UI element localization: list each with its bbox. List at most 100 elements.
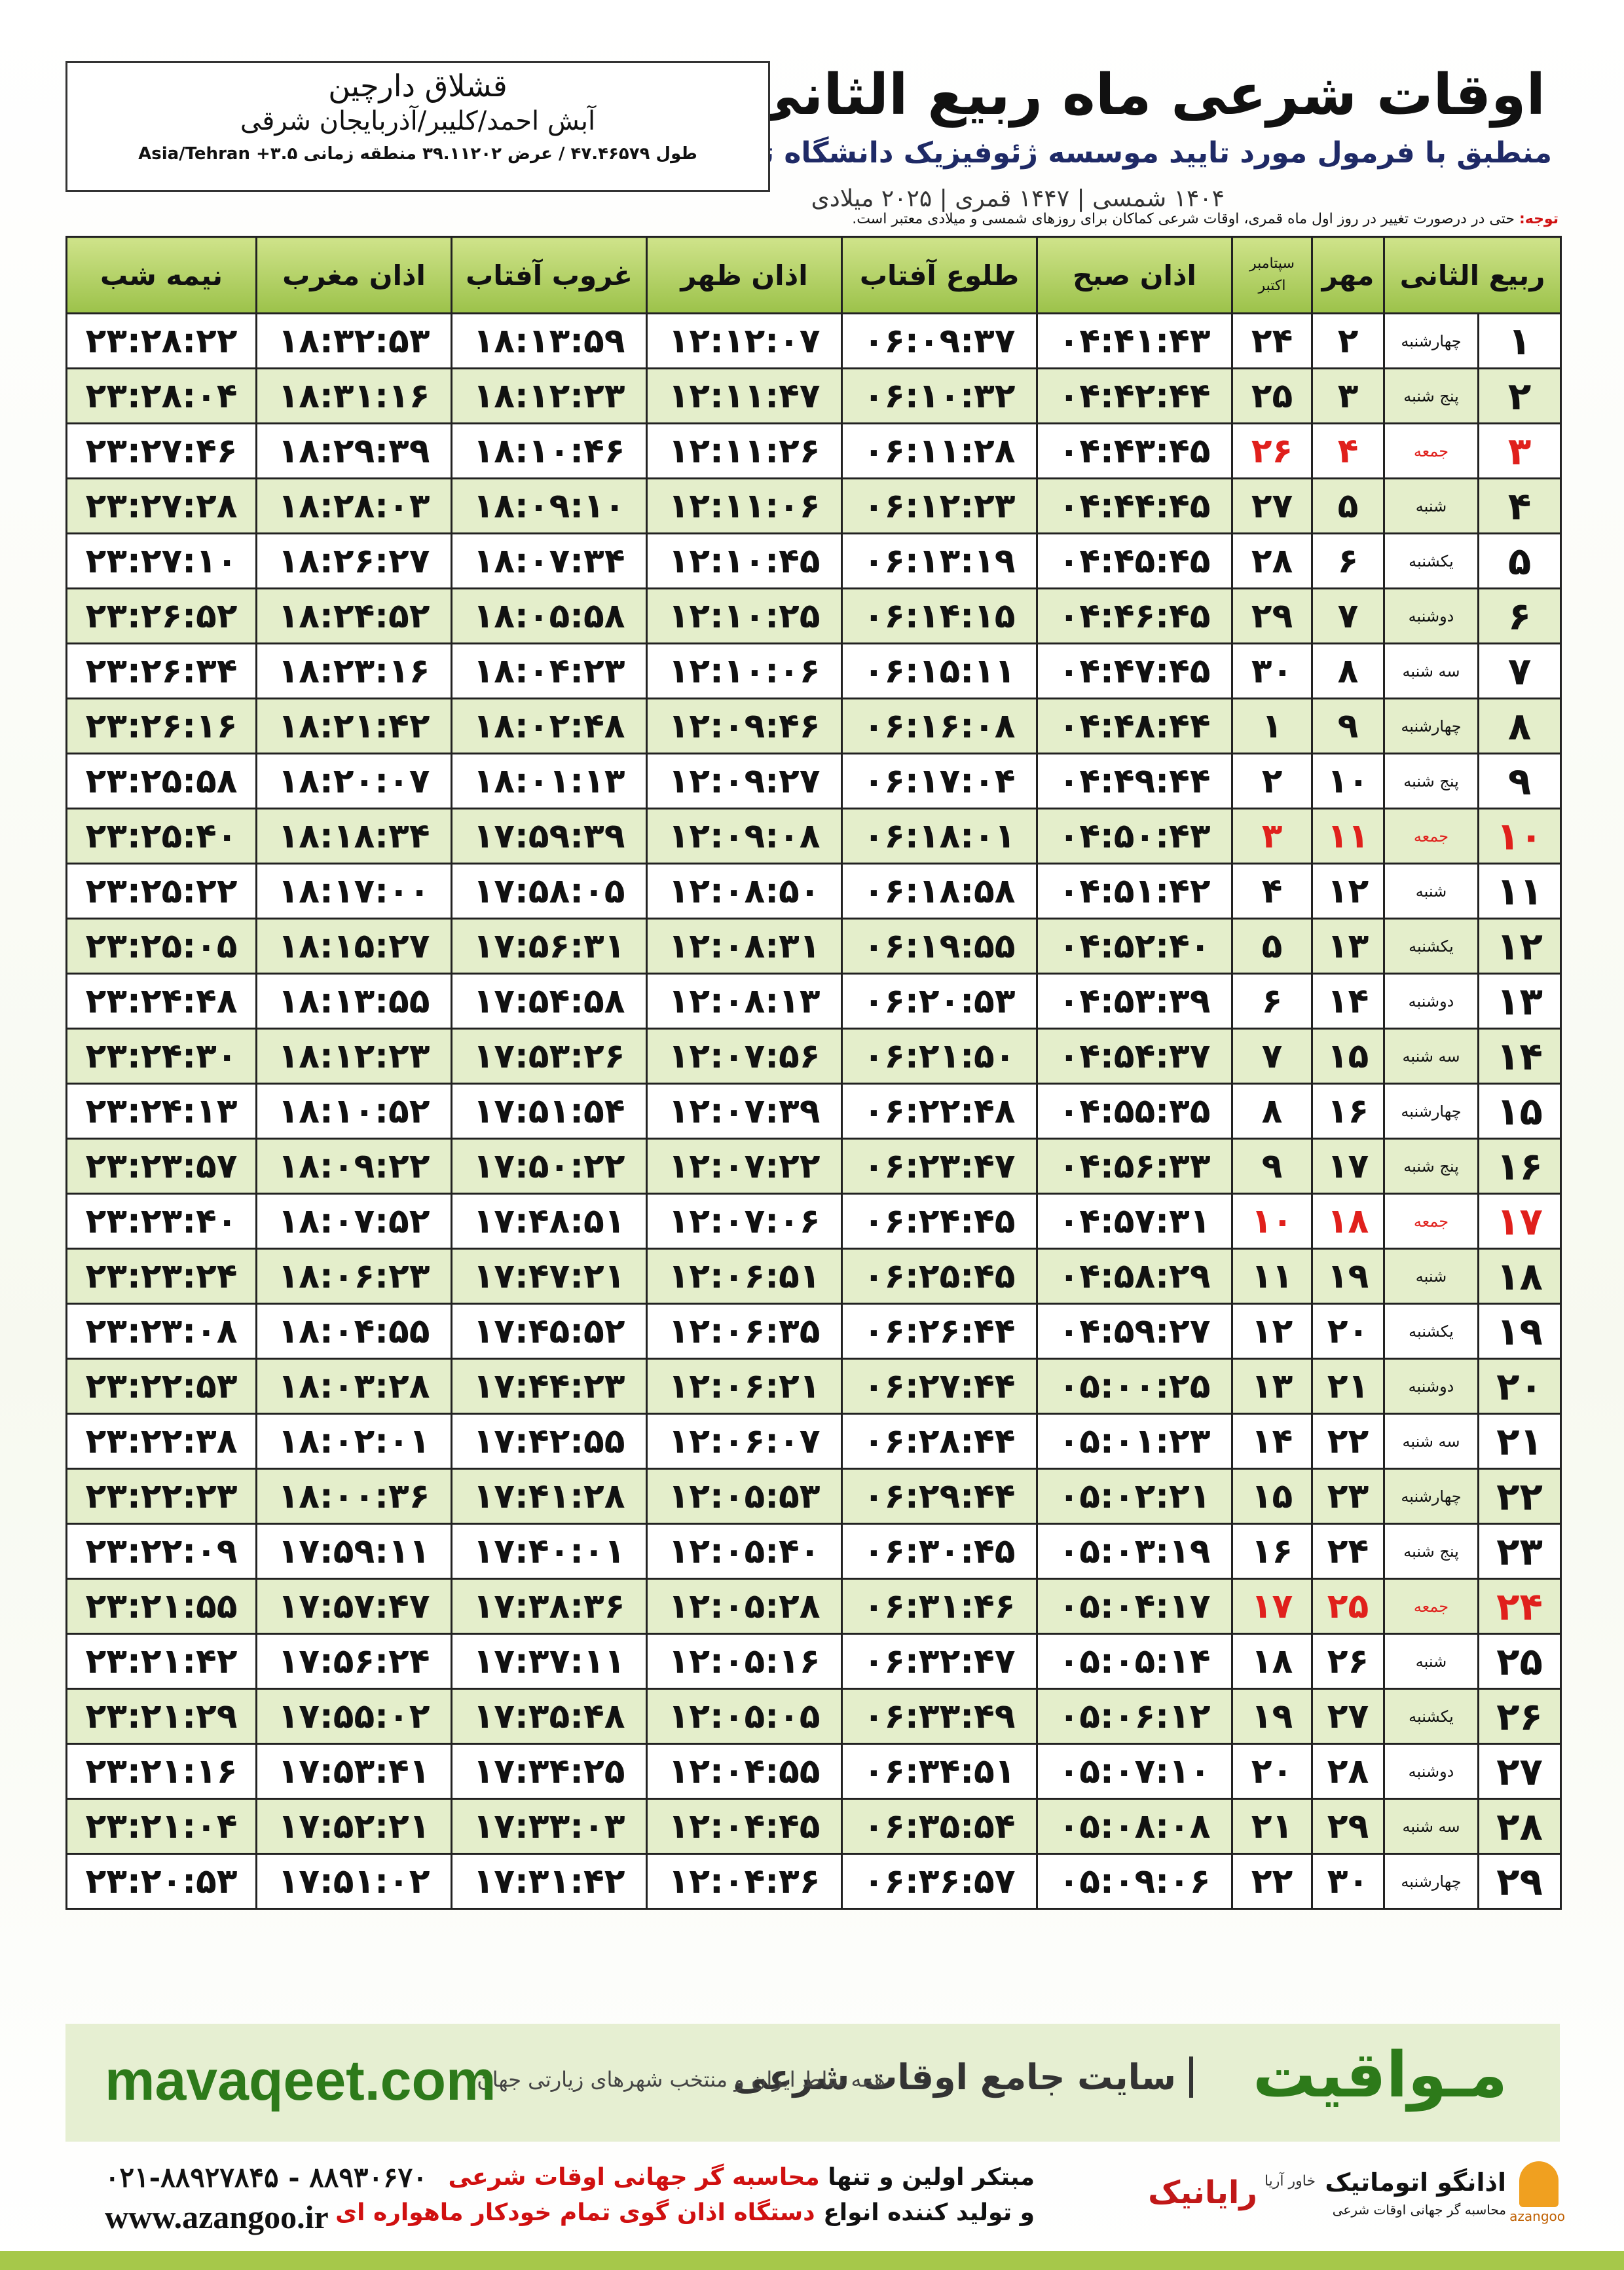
years: ۱۴۰۴ شمسی | ۱۴۴۷ قمری | ۲۰۲۵ میلادی [811,185,1225,212]
logo-subtext: محاسبه گر جهانی اوقات شرعی [1332,2202,1506,2218]
sunset: ۱۷:۳۴:۲۵ [451,1743,648,1800]
url[interactable]: mavaqeet.com [105,2049,496,2112]
sunset: ۱۷:۴۱:۲۸ [451,1468,648,1525]
fajr: ۰۴:۵۴:۳۷ [1036,1028,1233,1085]
dhuhr: ۱۲:۰۴:۴۵ [646,1798,843,1855]
table-row: ۲۹ چهارشنبه ۳۰ ۲۲ ۰۵:۰۹:۰۶ ۰۶:۳۶:۵۷ ۱۲:۰۴:۳۶ ۱۷… [65,1853,1562,1910]
shamsi-day: ۲۷ [1311,1688,1385,1745]
table-row: ۲۵ شنبه ۲۶ ۱۸ ۰۵:۰۵:۱۴ ۰۶:۳۲:۴۷ ۱۲:۰۵:۱۶ ۱۷:۳۷:… [65,1633,1562,1690]
shamsi-day: ۱۹ [1311,1248,1385,1305]
dhuhr: ۱۲:۰۶:۵۱ [646,1248,843,1305]
dhuhr: ۱۲:۰۹:۴۶ [646,698,843,754]
weekday: شنبه [1382,1248,1480,1305]
sunrise: ۰۶:۳۱:۴۶ [841,1578,1038,1635]
table-row: ۴ شنبه ۵ ۲۷ ۰۴:۴۴:۴۵ ۰۶:۱۲:۲۳ ۱۲:۱۱:۰۶ ۱۸:۰۹:۱۰… [65,477,1562,534]
footer-highlight: دستگاه اذان گوی تمام خودکار ماهواره ای [335,2199,815,2226]
sunrise: ۰۶:۳۳:۴۹ [841,1688,1038,1745]
dhuhr: ۱۲:۰۷:۰۶ [646,1193,843,1250]
sunrise: ۰۶:۳۶:۵۷ [841,1853,1038,1910]
shamsi-day: ۳۰ [1311,1853,1385,1910]
table-row: ۲۸ سه شنبه ۲۹ ۲۱ ۰۵:۰۸:۰۸ ۰۶:۳۵:۵۴ ۱۲:۰۴:۴۵ ۱۷:… [65,1798,1562,1855]
brand: مـواقیت [1252,2038,1507,2112]
maghrib: ۱۷:۵۷:۴۷ [255,1578,452,1635]
sunset: ۱۷:۳۸:۳۶ [451,1578,648,1635]
hijri-day: ۸ [1477,698,1562,754]
dhuhr: ۱۲:۱۰:۴۵ [646,532,843,589]
shamsi-day: ۲۳ [1311,1468,1385,1525]
weekday: یکشنبه [1382,1303,1480,1360]
gregorian-day: ۱۴ [1231,1413,1313,1470]
column-header: ربیع الثانی [1382,236,1562,314]
sunset: ۱۸:۰۲:۴۸ [451,698,648,754]
sunrise: ۰۶:۳۲:۴۷ [841,1633,1038,1690]
weekday: پنج شنبه [1382,753,1480,809]
sunset: ۱۷:۵۳:۲۶ [451,1028,648,1085]
midnight: ۲۳:۲۰:۵۳ [65,1853,257,1910]
table-row: ۲۳ پنج شنبه ۲۴ ۱۶ ۰۵:۰۳:۱۹ ۰۶:۳۰:۴۵ ۱۲:۰۵:۴۰ ۱۷… [65,1523,1562,1580]
weekday: یکشنبه [1382,918,1480,975]
table-row: ۹ پنج شنبه ۱۰ ۲ ۰۴:۴۹:۴۴ ۰۶:۱۷:۰۴ ۱۲:۰۹:۲۷ ۱۸:۰… [65,753,1562,809]
scope: همه نقاط ایران و منتخب شهرهای زیارتی جها… [477,2067,885,2092]
weekday: دوشنبه [1382,1743,1480,1800]
table-row: ۲۲ چهارشنبه ۲۳ ۱۵ ۰۵:۰۲:۲۱ ۰۶:۲۹:۴۴ ۱۲:۰۵:۵۳ ۱۷… [65,1468,1562,1525]
fajr: ۰۵:۰۳:۱۹ [1036,1523,1233,1580]
fajr: ۰۴:۴۷:۴۵ [1036,642,1233,699]
fajr: ۰۴:۴۳:۴۵ [1036,422,1233,479]
weekday: دوشنبه [1382,587,1480,644]
shamsi-day: ۲۰ [1311,1303,1385,1360]
hijri-day: ۱۵ [1477,1083,1562,1140]
dhuhr: ۱۲:۰۷:۲۲ [646,1138,843,1195]
maghrib: ۱۸:۰۷:۵۲ [255,1193,452,1250]
sunrise: ۰۶:۱۵:۱۱ [841,642,1038,699]
sunrise: ۰۶:۱۸:۵۸ [841,863,1038,920]
shamsi-day: ۲ [1311,312,1385,369]
sunrise: ۰۶:۱۷:۰۴ [841,753,1038,809]
sunrise: ۰۶:۱۳:۱۹ [841,532,1038,589]
midnight: ۲۳:۲۷:۱۰ [65,532,257,589]
gregorian-day: ۷ [1231,1028,1313,1085]
sunrise: ۰۶:۰۹:۳۷ [841,312,1038,369]
dhuhr: ۱۲:۰۹:۰۸ [646,808,843,865]
hijri-day: ۲۹ [1477,1853,1562,1910]
weekday: سه شنبه [1382,1798,1480,1855]
maghrib: ۱۸:۲۱:۴۲ [255,698,452,754]
column-header: اذان صبح [1036,236,1233,314]
shamsi-day: ۶ [1311,532,1385,589]
sunset: ۱۷:۴۰:۰۱ [451,1523,648,1580]
sunset: ۱۸:۰۷:۳۴ [451,532,648,589]
table-row: ۲۷ دوشنبه ۲۸ ۲۰ ۰۵:۰۷:۱۰ ۰۶:۳۴:۵۱ ۱۲:۰۴:۵۵ ۱۷:۳… [65,1743,1562,1800]
hijri-day: ۲ [1477,367,1562,424]
table-row: ۱۲ یکشنبه ۱۳ ۵ ۰۴:۵۲:۴۰ ۰۶:۱۹:۵۵ ۱۲:۰۸:۳۱ ۱۷:۵۶… [65,918,1562,975]
shamsi-day: ۱۲ [1311,863,1385,920]
hijri-day: ۱۸ [1477,1248,1562,1305]
gregorian-day: ۱۳ [1231,1358,1313,1415]
footer-line: مبتکر اولین و تنها محاسبه گر جهانی اوقات… [449,2164,1035,2191]
hijri-day: ۶ [1477,587,1562,644]
sunset: ۱۷:۵۰:۲۲ [451,1138,648,1195]
website[interactable]: www.azangoo.ir [105,2199,329,2235]
column-header: اذان ظهر [646,236,843,314]
hijri-day: ۲۲ [1477,1468,1562,1525]
table-row: ۱۹ یکشنبه ۲۰ ۱۲ ۰۴:۵۹:۲۷ ۰۶:۲۶:۴۴ ۱۲:۰۶:۳۵ ۱۷:۴… [65,1303,1562,1360]
midnight: ۲۳:۲۳:۵۷ [65,1138,257,1195]
sunset: ۱۷:۳۷:۱۱ [451,1633,648,1690]
dhuhr: ۱۲:۰۵:۴۰ [646,1523,843,1580]
weekday: چهارشنبه [1382,698,1480,754]
fajr: ۰۴:۴۶:۴۵ [1036,587,1233,644]
shamsi-day: ۱۰ [1311,753,1385,809]
maghrib: ۱۸:۲۸:۰۳ [255,477,452,534]
column-header: مهر [1311,236,1385,314]
shamsi-day: ۲۱ [1311,1358,1385,1415]
maghrib: ۱۸:۰۴:۵۵ [255,1303,452,1360]
hijri-day: ۲۵ [1477,1633,1562,1690]
table-row: ۱۸ شنبه ۱۹ ۱۱ ۰۴:۵۸:۲۹ ۰۶:۲۵:۴۵ ۱۲:۰۶:۵۱ ۱۷:۴۷:… [65,1248,1562,1305]
dhuhr: ۱۲:۱۱:۴۷ [646,367,843,424]
dhuhr: ۱۲:۰۸:۵۰ [646,863,843,920]
table-row: ۲۶ یکشنبه ۲۷ ۱۹ ۰۵:۰۶:۱۲ ۰۶:۳۳:۴۹ ۱۲:۰۵:۰۵ ۱۷:۳… [65,1688,1562,1745]
sunset: ۱۸:۱۲:۲۳ [451,367,648,424]
midnight: ۲۳:۲۱:۵۵ [65,1578,257,1635]
midnight: ۲۳:۲۵:۵۸ [65,753,257,809]
hijri-day: ۱۷ [1477,1193,1562,1250]
